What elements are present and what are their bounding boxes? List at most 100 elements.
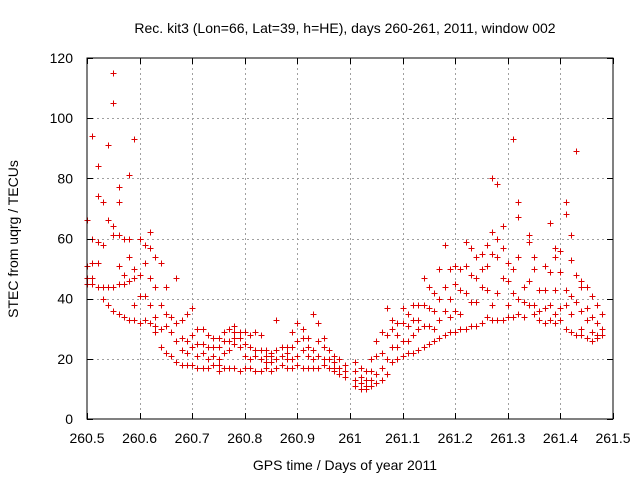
data-point xyxy=(89,260,96,267)
data-point xyxy=(505,302,512,309)
data-point xyxy=(479,284,486,291)
data-point xyxy=(258,368,265,375)
data-point xyxy=(479,251,486,258)
data-point xyxy=(110,232,117,239)
data-point xyxy=(552,245,559,252)
data-point xyxy=(89,133,96,140)
data-point xyxy=(442,332,449,339)
data-point xyxy=(531,266,538,273)
data-point xyxy=(384,305,391,312)
data-point xyxy=(289,356,296,363)
data-point xyxy=(578,326,585,333)
x-tick-label: 261.1 xyxy=(385,430,420,446)
data-point xyxy=(563,326,570,333)
data-point xyxy=(463,239,470,246)
data-point xyxy=(189,332,196,339)
data-point xyxy=(315,320,322,327)
data-point xyxy=(452,263,459,270)
data-point xyxy=(531,311,538,318)
data-point xyxy=(589,329,596,336)
data-point xyxy=(273,317,280,324)
data-point xyxy=(137,320,144,327)
data-point xyxy=(131,136,138,143)
data-point xyxy=(110,284,117,291)
data-point xyxy=(226,326,233,333)
data-point xyxy=(247,365,254,372)
data-point xyxy=(95,239,102,246)
data-point xyxy=(431,326,438,333)
data-point xyxy=(536,317,543,324)
data-point xyxy=(142,293,149,300)
data-point xyxy=(547,269,554,276)
data-point xyxy=(547,302,554,309)
data-point xyxy=(268,359,275,366)
data-point xyxy=(400,320,407,327)
data-point xyxy=(431,338,438,345)
data-point xyxy=(463,263,470,270)
data-point xyxy=(336,356,343,363)
x-tick-label: 261.2 xyxy=(438,430,473,446)
data-point xyxy=(331,368,338,375)
data-point xyxy=(373,353,380,360)
y-tick-label: 20 xyxy=(57,351,73,367)
data-point xyxy=(163,323,170,330)
data-point xyxy=(394,344,401,351)
data-point xyxy=(147,229,154,236)
data-point xyxy=(321,362,328,369)
data-point xyxy=(242,341,249,348)
data-point xyxy=(95,193,102,200)
data-point xyxy=(142,242,149,249)
data-point xyxy=(379,365,386,372)
data-point xyxy=(200,350,207,357)
data-point xyxy=(563,199,570,206)
data-point xyxy=(184,311,191,318)
data-point xyxy=(95,163,102,170)
data-point xyxy=(131,266,138,273)
data-point xyxy=(489,251,496,258)
data-point xyxy=(373,380,380,387)
data-point xyxy=(552,311,559,318)
data-point xyxy=(510,266,517,273)
data-point xyxy=(231,341,238,348)
data-points xyxy=(84,70,606,393)
data-point xyxy=(126,278,133,285)
data-point xyxy=(400,353,407,360)
data-point xyxy=(273,356,280,363)
data-point xyxy=(126,172,133,179)
data-point xyxy=(415,302,422,309)
data-point xyxy=(189,344,196,351)
data-point xyxy=(494,317,501,324)
data-point xyxy=(515,296,522,303)
y-tick-label: 60 xyxy=(57,231,73,247)
data-point xyxy=(368,383,375,390)
data-point xyxy=(310,356,317,363)
data-point xyxy=(536,287,543,294)
data-point xyxy=(100,242,107,249)
data-point xyxy=(442,308,449,315)
x-tick-label: 260.6 xyxy=(122,430,157,446)
data-point xyxy=(421,344,428,351)
data-point xyxy=(589,293,596,300)
data-point xyxy=(410,350,417,357)
data-point xyxy=(147,275,154,282)
data-point xyxy=(426,323,433,330)
data-point xyxy=(594,335,601,342)
data-point xyxy=(415,326,422,333)
data-point xyxy=(515,199,522,206)
data-point xyxy=(489,175,496,182)
data-point xyxy=(89,275,96,282)
data-point xyxy=(447,266,454,273)
data-point xyxy=(258,332,265,339)
data-point xyxy=(179,347,186,354)
data-point xyxy=(300,326,307,333)
data-point xyxy=(358,380,365,387)
data-point xyxy=(531,254,538,261)
data-point xyxy=(394,356,401,363)
data-point xyxy=(473,323,480,330)
data-point xyxy=(116,263,123,270)
data-point xyxy=(405,338,412,345)
data-point xyxy=(599,326,606,333)
data-point xyxy=(263,347,270,354)
data-point xyxy=(321,335,328,342)
data-point xyxy=(479,320,486,327)
